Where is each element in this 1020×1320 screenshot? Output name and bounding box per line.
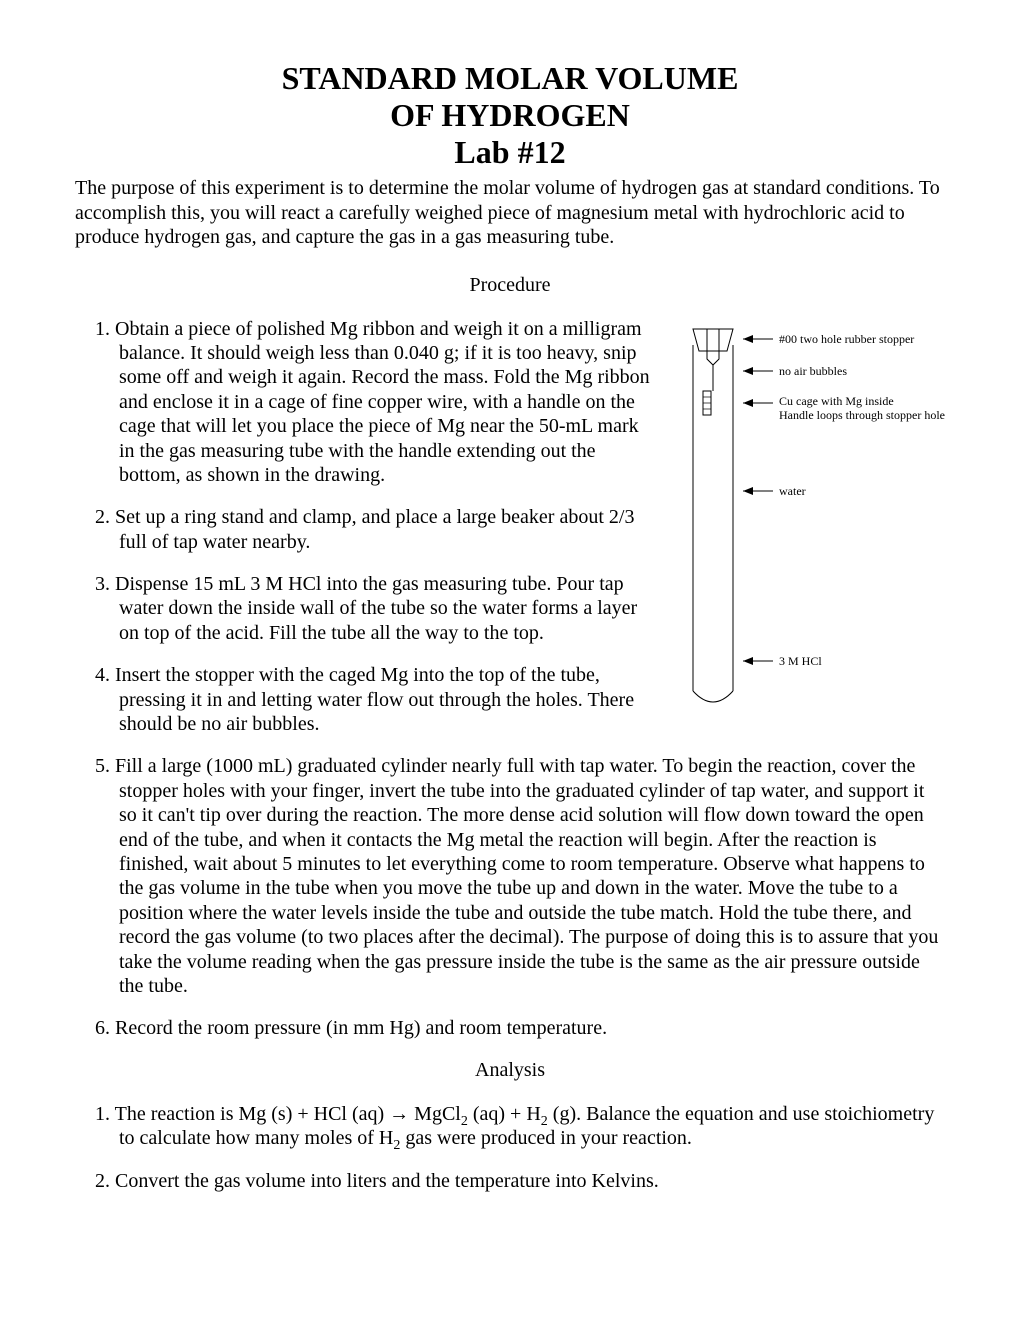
figure-label-bubbles: no air bubbles [779, 364, 847, 378]
procedure-step-4: 4. Insert the stopper with the caged Mg … [75, 663, 657, 736]
procedure-step-3: 3. Dispense 15 mL 3 M HCl into the gas m… [75, 572, 657, 645]
gas-tube-diagram: #00 two hole rubber stopper no air bubbl… [675, 321, 945, 711]
procedure-step-6: 6. Record the room pressure (in mm Hg) a… [75, 1016, 945, 1040]
title-line-3: Lab #12 [75, 134, 945, 171]
procedure-with-figure: 1. Obtain a piece of polished Mg ribbon … [75, 317, 945, 755]
apparatus-figure: #00 two hole rubber stopper no air bubbl… [675, 317, 945, 716]
analysis1-part1: 1. The reaction is Mg (s) + HCl (aq) → M… [95, 1103, 461, 1125]
title-line-1: STANDARD MOLAR VOLUME [75, 60, 945, 97]
procedure-step-1: 1. Obtain a piece of polished Mg ribbon … [75, 317, 657, 488]
figure-label-water: water [779, 484, 806, 498]
procedure-step-2: 2. Set up a ring stand and clamp, and pl… [75, 505, 657, 554]
figure-label-acid: 3 M HCl [779, 654, 822, 668]
figure-label-cage-line1: Cu cage with Mg inside [779, 394, 894, 408]
figure-label-stopper: #00 two hole rubber stopper [779, 332, 914, 346]
analysis-heading: Analysis [75, 1059, 945, 1082]
document-title: STANDARD MOLAR VOLUME OF HYDROGEN Lab #1… [75, 60, 945, 170]
intro-paragraph: The purpose of this experiment is to det… [75, 176, 945, 249]
procedure-step-5: 5. Fill a large (1000 mL) graduated cyli… [75, 754, 945, 998]
procedure-column: 1. Obtain a piece of polished Mg ribbon … [75, 317, 657, 755]
analysis-step-1: 1. The reaction is Mg (s) + HCl (aq) → M… [75, 1102, 945, 1151]
analysis-step-2: 2. Convert the gas volume into liters an… [75, 1169, 945, 1193]
lab-document: STANDARD MOLAR VOLUME OF HYDROGEN Lab #1… [0, 0, 1020, 1271]
analysis1-part2: (aq) + H [468, 1103, 541, 1125]
figure-label-cage-line2: Handle loops through stopper holes [779, 408, 945, 422]
analysis1-part4: gas were produced in your reaction. [400, 1127, 692, 1149]
title-line-2: OF HYDROGEN [75, 97, 945, 134]
procedure-heading: Procedure [75, 274, 945, 297]
